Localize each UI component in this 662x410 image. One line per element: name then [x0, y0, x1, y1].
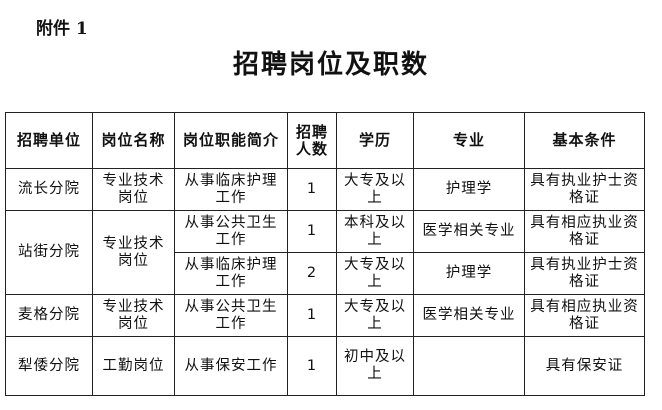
header-duty: 岗位职能简介 [174, 112, 288, 169]
positions-table: 招聘单位 岗位名称 岗位职能简介 招聘人数 学历 专业 基本条件 流长分院 专业… [5, 112, 645, 396]
header-count: 招聘人数 [287, 112, 337, 169]
header-conditions: 基本条件 [524, 112, 645, 169]
unit-cell: 犁倭分院 [5, 336, 93, 396]
major-cell: 护理学 [413, 252, 525, 295]
duty-cell: 从事保安工作 [174, 336, 288, 396]
education-cell: 大专及以上 [336, 294, 414, 337]
header-unit: 招聘单位 [5, 112, 93, 169]
major-cell: 护理学 [413, 168, 525, 211]
education-cell: 大专及以上 [336, 252, 414, 295]
table-row: 犁倭分院 工勤岗位 从事保安工作 1 初中及以上 具有保安证 [5, 336, 645, 396]
table-row: 从事临床护理工作 2 大专及以上 护理学 具有执业护士资格证 [6, 252, 645, 295]
education-cell: 本科及以上 [336, 210, 414, 253]
duty-cell: 从事临床护理工作 [174, 252, 288, 295]
count-cell: 2 [287, 252, 337, 295]
page-title: 招聘岗位及职数 [232, 50, 429, 80]
conditions-cell: 具有执业护士资格证 [524, 252, 645, 295]
table-row: 站街分院 专业技术岗位 从事公共卫生工作 1 本科及以上 医学相关专业 具有相应… [5, 210, 645, 295]
post-cell: 工勤岗位 [92, 336, 175, 396]
conditions-cell: 具有执业护士资格证 [524, 168, 645, 211]
major-cell [413, 336, 525, 396]
duty-cell: 从事临床护理工作 [174, 168, 288, 211]
unit-cell: 麦格分院 [5, 294, 93, 337]
post-cell: 专业技术岗位 [92, 168, 175, 211]
conditions-cell: 具有相应执业资格证 [524, 294, 645, 337]
post-cell: 专业技术岗位 [92, 210, 175, 295]
education-cell: 初中及以上 [336, 336, 414, 396]
attachment-label: 附件 1 [36, 19, 88, 39]
count-cell: 1 [287, 336, 337, 396]
unit-cell: 站街分院 [5, 210, 93, 295]
conditions-cell: 具有相应执业资格证 [524, 210, 645, 253]
duty-cell: 从事公共卫生工作 [174, 210, 288, 253]
major-cell: 医学相关专业 [413, 210, 525, 253]
count-cell: 1 [287, 294, 337, 337]
conditions-cell: 具有保安证 [524, 336, 645, 396]
table-row: 麦格分院 专业技术岗位 从事公共卫生工作 1 大专及以上 医学相关专业 具有相应… [5, 294, 645, 337]
header-major: 专业 [413, 112, 525, 169]
education-cell: 大专及以上 [336, 168, 414, 211]
count-cell: 1 [287, 210, 337, 253]
duty-cell: 从事公共卫生工作 [174, 294, 288, 337]
header-post: 岗位名称 [92, 112, 175, 169]
major-cell: 医学相关专业 [413, 294, 525, 337]
table-row: 流长分院 专业技术岗位 从事临床护理工作 1 大专及以上 护理学 具有执业护士资… [5, 168, 645, 211]
header-education: 学历 [336, 112, 414, 169]
header-row: 招聘单位 岗位名称 岗位职能简介 招聘人数 学历 专业 基本条件 [5, 112, 645, 169]
count-cell: 1 [287, 168, 337, 211]
post-cell: 专业技术岗位 [92, 294, 175, 337]
unit-cell: 流长分院 [5, 168, 93, 211]
